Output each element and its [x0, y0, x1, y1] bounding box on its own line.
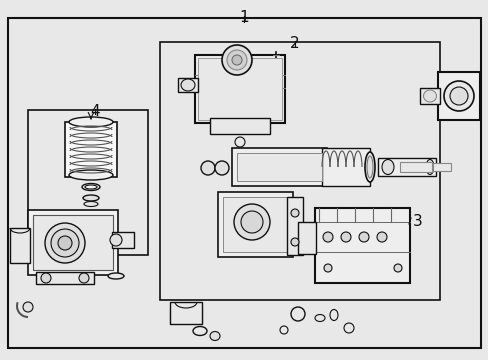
Circle shape: [443, 81, 473, 111]
Circle shape: [79, 273, 89, 283]
Circle shape: [235, 137, 244, 147]
Ellipse shape: [423, 90, 436, 102]
Circle shape: [280, 326, 287, 334]
Circle shape: [449, 87, 467, 105]
Circle shape: [201, 161, 215, 175]
Bar: [195, 55, 285, 123]
Circle shape: [290, 238, 298, 246]
Bar: [36, 272, 94, 284]
Ellipse shape: [364, 152, 374, 182]
Ellipse shape: [85, 185, 97, 189]
Circle shape: [58, 236, 72, 250]
Circle shape: [323, 232, 332, 242]
Circle shape: [41, 273, 51, 283]
Ellipse shape: [108, 273, 124, 279]
Bar: [377, 158, 435, 176]
Text: 4: 4: [90, 104, 100, 119]
Bar: [28, 110, 148, 255]
Text: 2: 2: [289, 36, 299, 51]
Circle shape: [234, 204, 269, 240]
Bar: [160, 42, 439, 300]
Text: 1: 1: [239, 10, 248, 25]
Circle shape: [23, 302, 33, 312]
Ellipse shape: [69, 170, 113, 180]
Ellipse shape: [69, 117, 113, 127]
Circle shape: [45, 223, 85, 263]
Circle shape: [215, 161, 228, 175]
Ellipse shape: [181, 79, 195, 91]
Bar: [112, 232, 134, 248]
Ellipse shape: [381, 159, 393, 175]
Bar: [170, 302, 202, 324]
Bar: [321, 148, 369, 186]
Bar: [178, 78, 198, 92]
Bar: [65, 122, 117, 177]
Bar: [297, 222, 315, 254]
Circle shape: [343, 323, 353, 333]
Circle shape: [358, 232, 368, 242]
Circle shape: [376, 232, 386, 242]
Circle shape: [51, 229, 79, 257]
Ellipse shape: [83, 195, 99, 201]
Circle shape: [393, 264, 401, 272]
Ellipse shape: [329, 310, 337, 320]
Bar: [198, 58, 282, 120]
Circle shape: [231, 55, 242, 65]
Bar: [33, 215, 113, 270]
Bar: [209, 118, 269, 134]
Text: 3: 3: [412, 214, 422, 229]
Bar: [314, 208, 409, 283]
Ellipse shape: [110, 234, 122, 246]
Ellipse shape: [425, 159, 433, 175]
Ellipse shape: [366, 156, 372, 178]
Bar: [10, 228, 30, 263]
Circle shape: [290, 307, 305, 321]
Bar: [419, 88, 439, 104]
Bar: [223, 197, 287, 252]
Bar: [432, 163, 450, 171]
Ellipse shape: [84, 202, 98, 207]
Circle shape: [241, 211, 263, 233]
Ellipse shape: [209, 332, 220, 341]
Bar: [28, 210, 118, 275]
Ellipse shape: [314, 315, 325, 321]
Circle shape: [226, 50, 246, 70]
Bar: [286, 197, 303, 255]
Circle shape: [340, 232, 350, 242]
Bar: [237, 153, 321, 181]
Bar: [399, 162, 431, 172]
Circle shape: [290, 209, 298, 217]
Bar: [231, 148, 326, 186]
Circle shape: [222, 45, 251, 75]
Circle shape: [324, 264, 331, 272]
Ellipse shape: [82, 184, 100, 190]
Bar: [437, 72, 479, 120]
Bar: [218, 192, 292, 257]
Ellipse shape: [193, 327, 206, 336]
